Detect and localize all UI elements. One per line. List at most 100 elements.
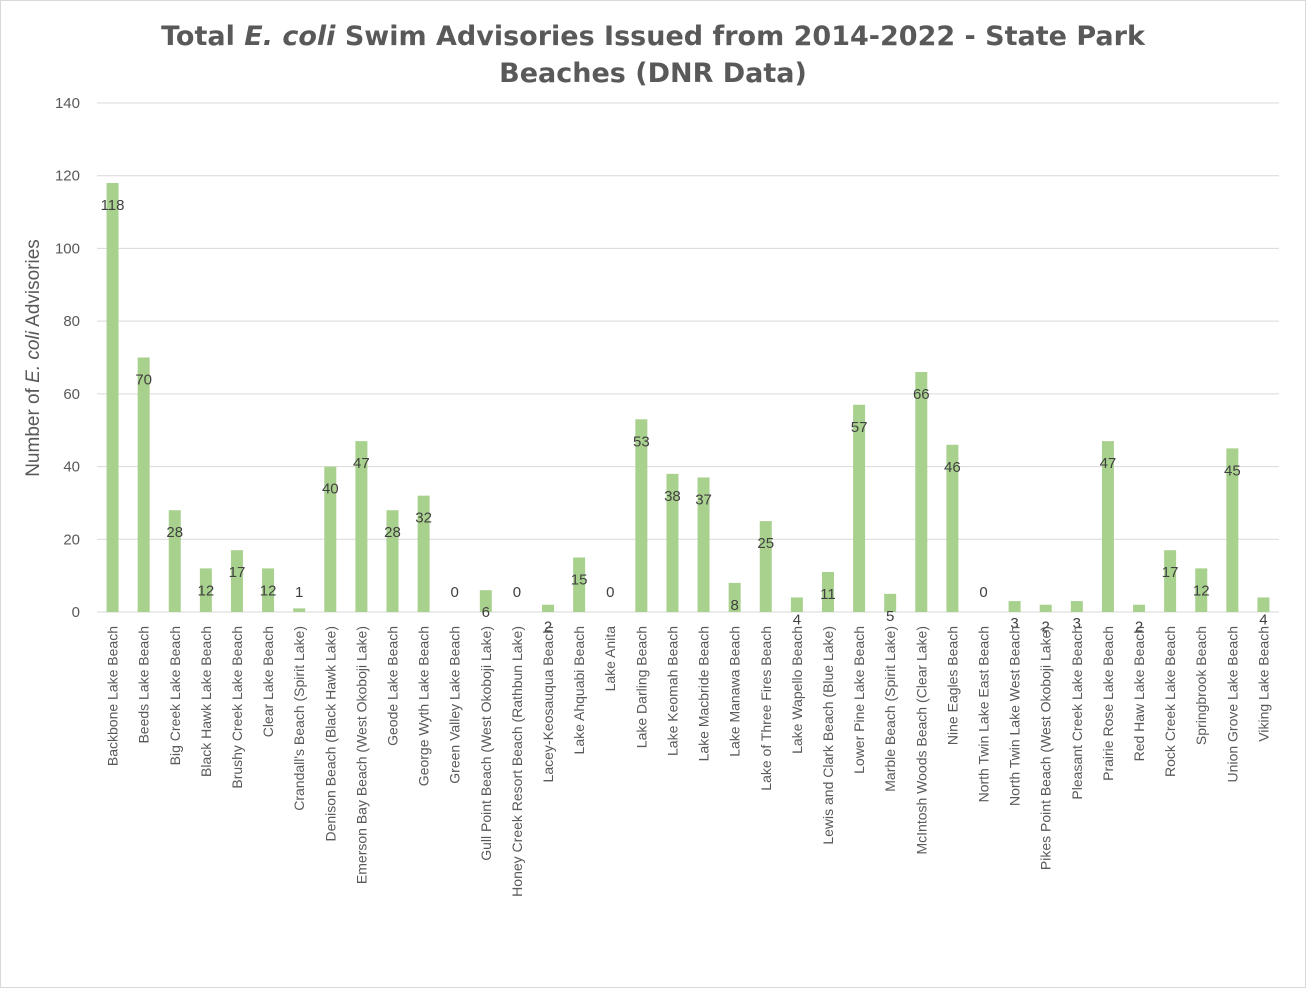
data-label: 0 xyxy=(979,584,987,601)
x-category-label: Brushy Creek Lake Beach xyxy=(229,626,245,789)
y-tick-label: 100 xyxy=(55,240,80,257)
y-tick-label: 20 xyxy=(63,531,80,548)
bar xyxy=(417,495,430,612)
x-category-label: Lake Ahquabi Beach xyxy=(571,626,587,754)
data-label: 0 xyxy=(513,584,521,601)
x-axis-categories: Backbone Lake Beach Beeds Lake Beach Big C… xyxy=(105,626,1272,897)
bar xyxy=(1039,604,1052,612)
data-label: 70 xyxy=(135,372,152,389)
data-label: 12 xyxy=(1193,582,1210,599)
data-label: 53 xyxy=(633,433,650,450)
bar xyxy=(230,550,243,612)
x-category-label: Lake Anita xyxy=(602,626,618,692)
x-category-label: Lacey-Keosauqua Beach xyxy=(540,626,556,782)
data-label: 25 xyxy=(757,535,774,552)
x-category-label: Prairie Rose Lake Beach xyxy=(1100,626,1116,781)
x-category-label: Red Haw Lake Beach xyxy=(1131,626,1147,761)
bar xyxy=(106,182,119,612)
x-category-label: Lake Wapello Beach xyxy=(789,626,805,754)
y-axis-label: Number of E. coli Advisories xyxy=(23,239,44,477)
data-label: 38 xyxy=(664,488,681,505)
x-category-label: Lewis and Clark Beach (Blue Lake) xyxy=(820,626,836,845)
data-label: 2 xyxy=(544,619,552,636)
data-label: 11 xyxy=(820,586,836,603)
x-category-label: George Wyth Lake Beach xyxy=(416,626,432,786)
bar xyxy=(1101,441,1114,612)
y-tick-label: 40 xyxy=(63,459,80,476)
bar xyxy=(697,477,710,612)
x-category-label: Pleasant Creek Lake Beach xyxy=(1069,626,1085,800)
bar xyxy=(884,593,897,612)
bar xyxy=(1164,550,1177,612)
bar xyxy=(853,404,866,612)
y-tick-label: 0 xyxy=(72,604,80,621)
bar xyxy=(790,597,803,612)
x-category-label: Springbrook Beach xyxy=(1193,626,1209,745)
data-label: 15 xyxy=(571,571,588,588)
data-label: 3 xyxy=(1073,615,1081,632)
bar xyxy=(293,608,306,612)
bar xyxy=(821,572,834,612)
y-tick-label: 140 xyxy=(55,95,80,112)
bar xyxy=(1195,568,1208,612)
bar xyxy=(386,510,399,612)
x-category-label: Gull Point Beach (West Okoboji Lake) xyxy=(478,626,494,861)
x-category-label: Lake Darling Beach xyxy=(633,626,649,748)
x-category-label: North Twin Lake West Beach xyxy=(1007,626,1023,806)
data-label: 17 xyxy=(229,564,246,581)
bar xyxy=(666,473,679,612)
x-category-label: Pikes Point Beach (West Okoboji Lake) xyxy=(1038,626,1054,870)
data-label: 4 xyxy=(793,611,801,628)
data-label: 57 xyxy=(851,419,868,436)
bar xyxy=(1257,597,1270,612)
data-label: 32 xyxy=(415,510,432,527)
bar xyxy=(946,444,959,612)
x-category-label: Big Creek Lake Beach xyxy=(167,626,183,765)
data-label: 12 xyxy=(198,582,215,599)
x-category-label: Clear Lake Beach xyxy=(260,626,276,737)
data-label: 47 xyxy=(1100,455,1117,472)
x-category-label: McIntosh Woods Beach (Clear Lake) xyxy=(913,626,929,855)
data-label: 3 xyxy=(1010,615,1018,632)
x-category-label: Black Hawk Lake Beach xyxy=(198,626,214,777)
bar xyxy=(479,590,492,612)
x-category-label: Geode Lake Beach xyxy=(385,626,401,746)
data-label: 12 xyxy=(260,582,277,599)
data-label: 28 xyxy=(166,524,183,541)
gridlines xyxy=(97,102,1279,613)
x-category-label: Lake Macbride Beach xyxy=(696,626,712,761)
data-label: 2 xyxy=(1042,619,1050,636)
bar xyxy=(573,557,586,612)
x-category-label: Green Valley Lake Beach xyxy=(447,626,463,784)
bar xyxy=(199,568,212,612)
data-label: 37 xyxy=(695,491,712,508)
data-label: 0 xyxy=(451,584,459,601)
data-label: 45 xyxy=(1224,462,1241,479)
bars xyxy=(106,182,1270,612)
x-category-label: Emerson Bay Beach (West Okoboji Lake) xyxy=(353,626,369,884)
data-label: 2 xyxy=(1135,619,1143,636)
bar xyxy=(728,582,741,612)
y-tick-label: 60 xyxy=(63,386,80,403)
y-axis-ticks: 0 20 40 60 80 100 120 140 xyxy=(55,95,80,621)
x-category-label: Lake Manawa Beach xyxy=(727,626,743,757)
bar xyxy=(137,357,150,612)
x-category-label: Backbone Lake Beach xyxy=(105,626,121,766)
bar xyxy=(1133,604,1146,612)
x-category-label: Nine Eagles Beach xyxy=(944,626,960,745)
data-label: 47 xyxy=(353,455,370,472)
data-label: 1 xyxy=(295,584,303,601)
bar xyxy=(1226,448,1239,612)
data-label: 66 xyxy=(913,386,930,403)
data-label: 46 xyxy=(944,459,961,476)
bar xyxy=(262,568,275,612)
bar xyxy=(759,521,772,612)
bar xyxy=(168,510,181,612)
data-label: 6 xyxy=(482,604,490,621)
bar xyxy=(1070,601,1083,612)
data-label: 8 xyxy=(730,597,738,614)
x-category-label: Viking Lake Beach xyxy=(1255,626,1271,742)
x-category-label: Marble Beach (Spirit Lake) xyxy=(882,626,898,792)
